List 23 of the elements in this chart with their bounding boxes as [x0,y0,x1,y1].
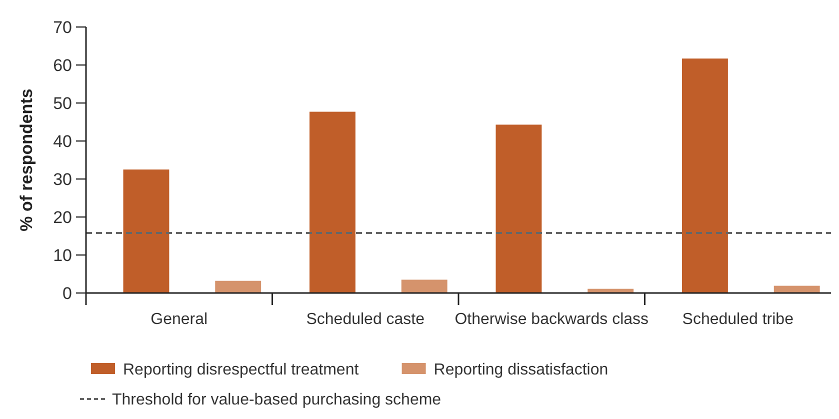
x-tick-label: General [150,311,208,328]
bar [682,58,728,293]
legend-label: Threshold for value-based purchasing scheme [112,392,442,409]
y-tick-label: 40 [53,132,72,151]
y-tick-label: 70 [53,18,72,37]
legend-label: Reporting disrespectful treatment [123,362,360,379]
y-tick-label: 60 [53,56,72,75]
bar [401,280,448,293]
x-tick-label: Scheduled tribe [682,311,794,328]
y-tick-label: 20 [53,208,72,227]
y-tick-label: 30 [53,170,72,189]
legend-label: Reporting dissatisfaction [434,362,608,379]
x-tick-label: Scheduled caste [306,311,425,328]
y-tick-label: 0 [62,284,72,303]
bar [496,124,542,293]
bar [774,286,820,293]
y-tick-label: 50 [53,94,72,113]
bar [215,280,262,293]
x-tick-label: Otherwise backwards class [454,311,649,328]
bar [123,170,170,293]
bar [310,112,356,293]
y-tick-label: 10 [53,246,72,265]
y-axis-title: % of respondents [17,88,36,232]
